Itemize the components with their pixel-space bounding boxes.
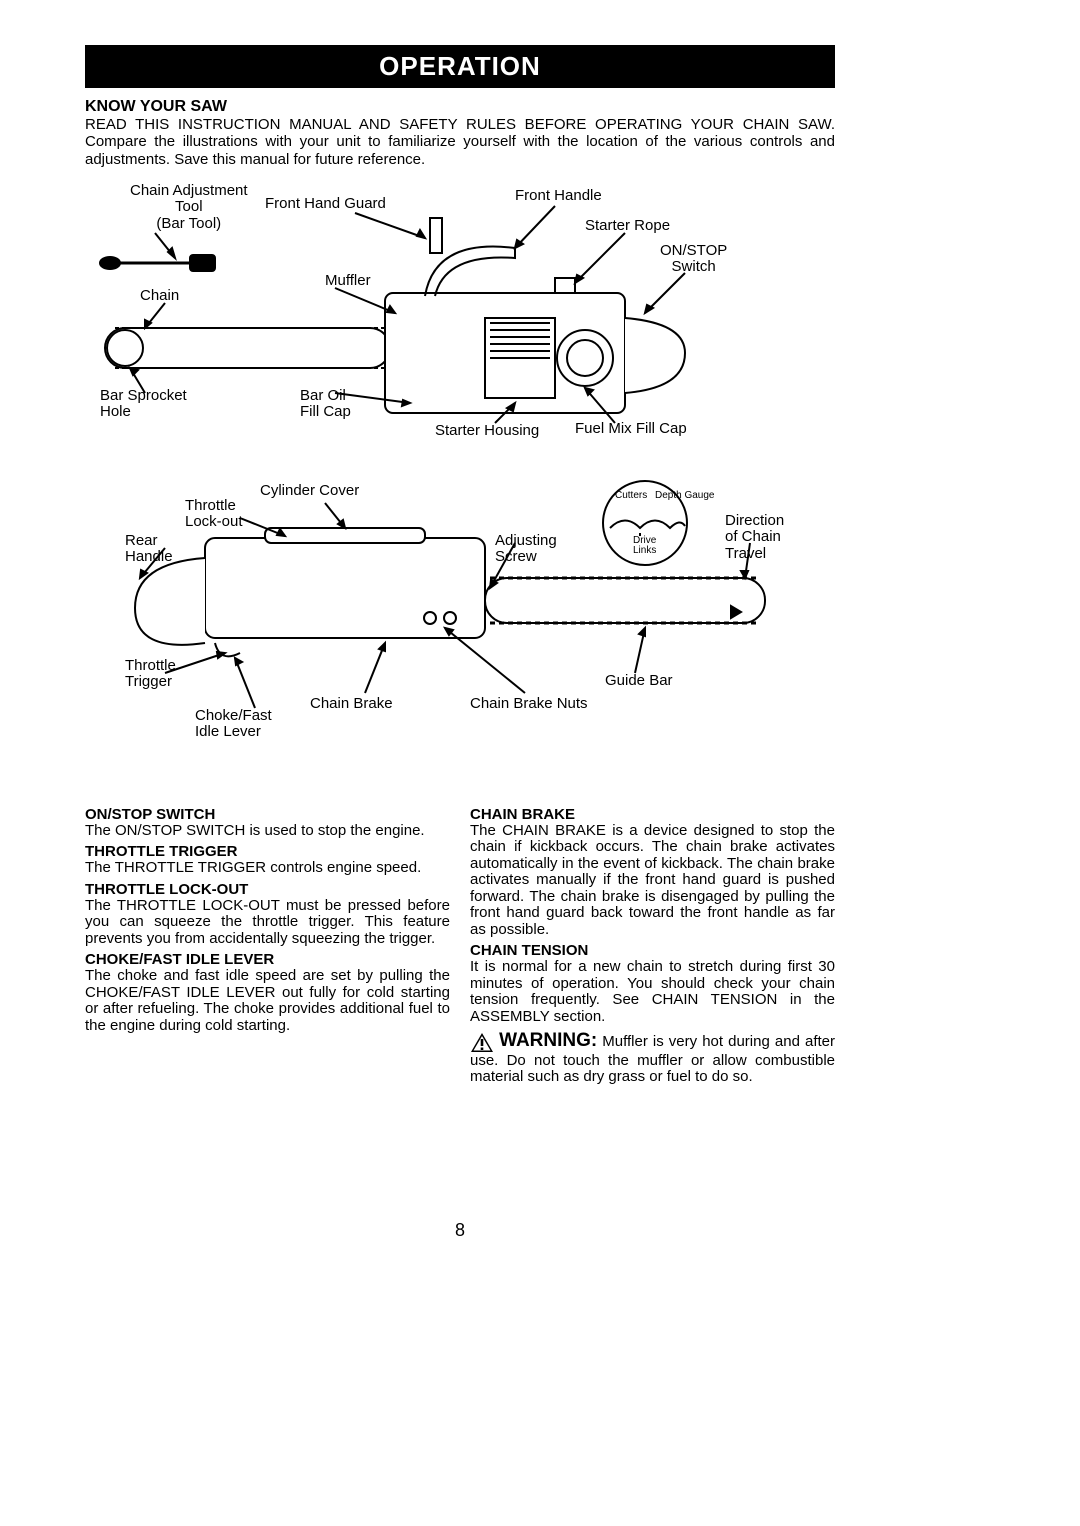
- label-chain-brake-nuts: Chain Brake Nuts: [470, 696, 588, 713]
- on-stop-title: ON/STOP SWITCH: [85, 806, 450, 823]
- throttle-lockout-text: The THROTTLE LOCK-OUT must be pressed be…: [85, 898, 450, 948]
- label-bar-oil-fill-cap: Bar OilFill Cap: [300, 388, 351, 421]
- label-on-stop-switch: ON/STOPSwitch: [660, 243, 727, 276]
- text-columns: ON/STOP SWITCH The ON/STOP SWITCH is use…: [85, 806, 835, 1090]
- throttle-trigger-text: The THROTTLE TRIGGER controls engine spe…: [85, 860, 450, 877]
- label-muffler: Muffler: [325, 273, 371, 290]
- diagram-area: Cutters Depth Gauge Drive Links: [85, 178, 835, 798]
- left-column: ON/STOP SWITCH The ON/STOP SWITCH is use…: [85, 806, 450, 1090]
- label-throttle-lockout: ThrottleLock-out: [185, 498, 243, 531]
- throttle-trigger-title: THROTTLE TRIGGER: [85, 843, 450, 860]
- know-your-saw-title: KNOW YOUR SAW: [85, 98, 835, 116]
- label-chain: Chain: [140, 288, 179, 305]
- page-number: 8: [85, 1220, 835, 1241]
- warning-label: WARNING:: [499, 1030, 597, 1051]
- svg-text:Links: Links: [633, 545, 656, 556]
- chain-tension-title: CHAIN TENSION: [470, 942, 835, 959]
- operation-header: OPERATION: [85, 45, 835, 88]
- label-cylinder-cover: Cylinder Cover: [260, 483, 359, 500]
- on-stop-text: The ON/STOP SWITCH is used to stop the e…: [85, 823, 450, 840]
- label-throttle-trigger: ThrottleTrigger: [125, 658, 176, 691]
- warning-icon: [470, 1032, 494, 1053]
- chain-brake-title: CHAIN BRAKE: [470, 806, 835, 823]
- label-guide-bar: Guide Bar: [605, 673, 673, 690]
- label-chain-brake: Chain Brake: [310, 696, 393, 713]
- label-starter-housing: Starter Housing: [435, 423, 539, 440]
- label-fuel-mix-fill-cap: Fuel Mix Fill Cap: [575, 421, 687, 438]
- choke-fast-idle-title: CHOKE/FAST IDLE LEVER: [85, 951, 450, 968]
- label-choke-fast-idle: Choke/FastIdle Lever: [195, 708, 272, 741]
- intro-text: READ THIS INSTRUCTION MANUAL AND SAFETY …: [85, 116, 835, 168]
- label-rear-handle: RearHandle: [125, 533, 173, 566]
- warning-paragraph: WARNING: Muffler is very hot during and …: [470, 1031, 835, 1086]
- throttle-lockout-title: THROTTLE LOCK-OUT: [85, 881, 450, 898]
- label-adjusting-screw: AdjustingScrew: [495, 533, 557, 566]
- svg-text:Cutters: Cutters: [615, 490, 647, 501]
- label-direction-chain-travel: Directionof ChainTravel: [725, 513, 784, 563]
- chain-tension-text: It is normal for a new chain to stretch …: [470, 959, 835, 1025]
- label-starter-rope: Starter Rope: [585, 218, 670, 235]
- choke-fast-idle-text: The choke and fast idle speed are set by…: [85, 968, 450, 1034]
- label-front-hand-guard: Front Hand Guard: [265, 196, 386, 213]
- label-chain-adjustment-tool: Chain AdjustmentTool(Bar Tool): [130, 183, 248, 233]
- label-bar-sprocket-hole: Bar SprocketHole: [100, 388, 187, 421]
- label-front-handle: Front Handle: [515, 188, 602, 205]
- right-column: CHAIN BRAKE The CHAIN BRAKE is a device …: [470, 806, 835, 1090]
- svg-text:Depth Gauge: Depth Gauge: [655, 490, 715, 501]
- chain-brake-text: The CHAIN BRAKE is a device designed to …: [470, 823, 835, 939]
